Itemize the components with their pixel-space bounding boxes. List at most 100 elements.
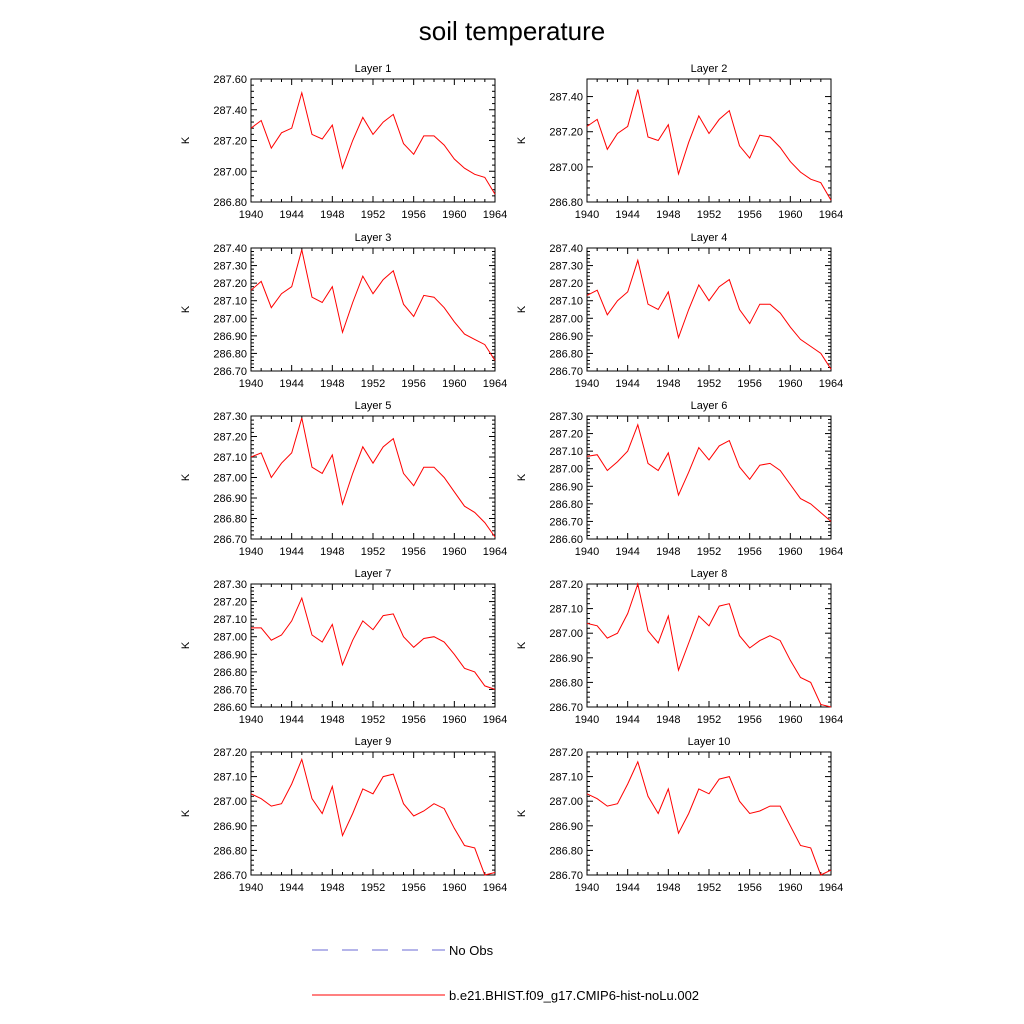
- y-tick-label: 287.00: [549, 162, 583, 174]
- series-line: [586, 258, 832, 370]
- x-tick-label: 1948: [320, 378, 344, 390]
- plot-frame: [250, 78, 496, 203]
- y-axis-label: K: [516, 641, 528, 649]
- x-tick-label: 1960: [778, 546, 802, 558]
- legend-label-no-obs: No Obs: [449, 943, 494, 958]
- panel-5: Layer 5 1940 1944 1948 1952 1956 1960 1964 286.7…: [180, 400, 507, 558]
- y-tick-label: 287.40: [213, 243, 247, 255]
- x-tick-label: 1952: [361, 546, 385, 558]
- y-tick-label: 286.70: [549, 516, 583, 528]
- x-tick-label: 1964: [483, 378, 507, 390]
- y-tick-label: 287.40: [549, 243, 583, 255]
- x-tick-label: 1944: [615, 546, 639, 558]
- y-tick-label: 287.60: [213, 74, 247, 86]
- panel-10: Layer 10 1940 1944 1948 1952 1956 1960 1964 286.…: [516, 736, 843, 894]
- x-tick-label: 1956: [401, 714, 425, 726]
- plot-frame: [586, 247, 832, 372]
- y-tick-label: 287.00: [213, 166, 247, 178]
- y-tick-label: 286.80: [549, 197, 583, 209]
- x-tick-label: 1944: [279, 882, 303, 894]
- x-tick-label: 1940: [575, 882, 599, 894]
- y-tick-label: 287.00: [213, 313, 247, 325]
- y-tick-label: 287.10: [549, 296, 583, 308]
- panel-title: Layer 5: [355, 400, 392, 412]
- y-tick-label: 286.90: [549, 653, 583, 665]
- y-axis-label: K: [516, 473, 528, 481]
- panel-title: Layer 3: [355, 232, 392, 244]
- x-tick-label: 1952: [361, 882, 385, 894]
- x-tick-label: 1948: [656, 378, 680, 390]
- y-tick-label: 287.30: [549, 411, 583, 423]
- x-tick-label: 1964: [819, 882, 843, 894]
- x-tick-label: 1940: [239, 209, 263, 221]
- panel-8: Layer 8 1940 1944 1948 1952 1956 1960 1964 286.7…: [516, 568, 843, 726]
- y-axis-label: K: [516, 305, 528, 313]
- series-line: [586, 582, 832, 708]
- x-tick-label: 1944: [279, 714, 303, 726]
- series-line: [250, 90, 496, 195]
- plot-frame: [586, 751, 832, 876]
- x-tick-label: 1960: [442, 209, 466, 221]
- y-tick-label: 286.90: [213, 649, 247, 661]
- y-tick-label: 286.80: [549, 845, 583, 857]
- y-axis-label: K: [180, 641, 192, 649]
- x-tick-label: 1952: [697, 378, 721, 390]
- y-tick-label: 287.30: [549, 261, 583, 273]
- x-tick-label: 1940: [239, 714, 263, 726]
- y-tick-label: 286.80: [549, 348, 583, 360]
- y-tick-label: 286.90: [213, 493, 247, 505]
- y-axis-label: K: [516, 809, 528, 817]
- x-tick-label: 1944: [279, 546, 303, 558]
- x-tick-label: 1956: [401, 882, 425, 894]
- x-tick-label: 1956: [737, 546, 761, 558]
- y-tick-label: 287.10: [213, 772, 247, 784]
- x-tick-label: 1960: [442, 378, 466, 390]
- y-axis-label: K: [180, 473, 192, 481]
- x-tick-label: 1956: [401, 209, 425, 221]
- x-tick-label: 1948: [320, 209, 344, 221]
- x-tick-label: 1952: [697, 714, 721, 726]
- y-tick-label: 287.20: [549, 278, 583, 290]
- y-tick-label: 287.00: [213, 796, 247, 808]
- y-tick-label: 287.20: [549, 429, 583, 441]
- x-tick-label: 1960: [442, 882, 466, 894]
- x-tick-label: 1944: [615, 714, 639, 726]
- x-tick-label: 1964: [483, 714, 507, 726]
- series-line: [250, 757, 496, 876]
- x-tick-label: 1952: [361, 378, 385, 390]
- x-tick-label: 1940: [239, 546, 263, 558]
- series-line: [586, 423, 832, 522]
- y-tick-label: 286.90: [213, 821, 247, 833]
- plot-frame: [250, 583, 496, 708]
- panel-3: Layer 3 1940 1944 1948 1952 1956 1960 1964 286.7…: [180, 232, 507, 390]
- x-tick-label: 1940: [575, 378, 599, 390]
- y-tick-label: 287.00: [213, 473, 247, 485]
- panel-7: Layer 7 1940 1944 1948 1952 1956 1960 1964 286.6…: [180, 568, 507, 726]
- x-tick-label: 1960: [778, 882, 802, 894]
- panel-title: Layer 9: [355, 736, 392, 748]
- x-tick-label: 1964: [483, 882, 507, 894]
- x-tick-label: 1948: [656, 714, 680, 726]
- y-tick-label: 287.10: [549, 772, 583, 784]
- x-tick-label: 1952: [697, 882, 721, 894]
- y-tick-label: 287.10: [549, 604, 583, 616]
- y-tick-label: 286.70: [213, 534, 247, 546]
- y-tick-label: 286.70: [549, 870, 583, 882]
- x-tick-label: 1956: [401, 378, 425, 390]
- panel-title: Layer 1: [355, 63, 392, 75]
- y-axis-label: K: [180, 809, 192, 817]
- x-tick-label: 1960: [442, 546, 466, 558]
- y-tick-label: 286.70: [213, 870, 247, 882]
- y-axis-label: K: [180, 136, 192, 144]
- y-tick-label: 287.00: [549, 796, 583, 808]
- x-tick-label: 1964: [819, 378, 843, 390]
- x-tick-label: 1956: [401, 546, 425, 558]
- x-tick-label: 1940: [239, 378, 263, 390]
- x-tick-label: 1952: [697, 546, 721, 558]
- panel-2: Layer 2 1940 1944 1948 1952 1956 1960 1964 286.8…: [516, 63, 843, 221]
- y-axis-label: K: [516, 136, 528, 144]
- panel-9: Layer 9 1940 1944 1948 1952 1956 1960 1964 286.7…: [180, 736, 507, 894]
- x-tick-label: 1964: [819, 209, 843, 221]
- y-tick-label: 287.20: [213, 597, 247, 609]
